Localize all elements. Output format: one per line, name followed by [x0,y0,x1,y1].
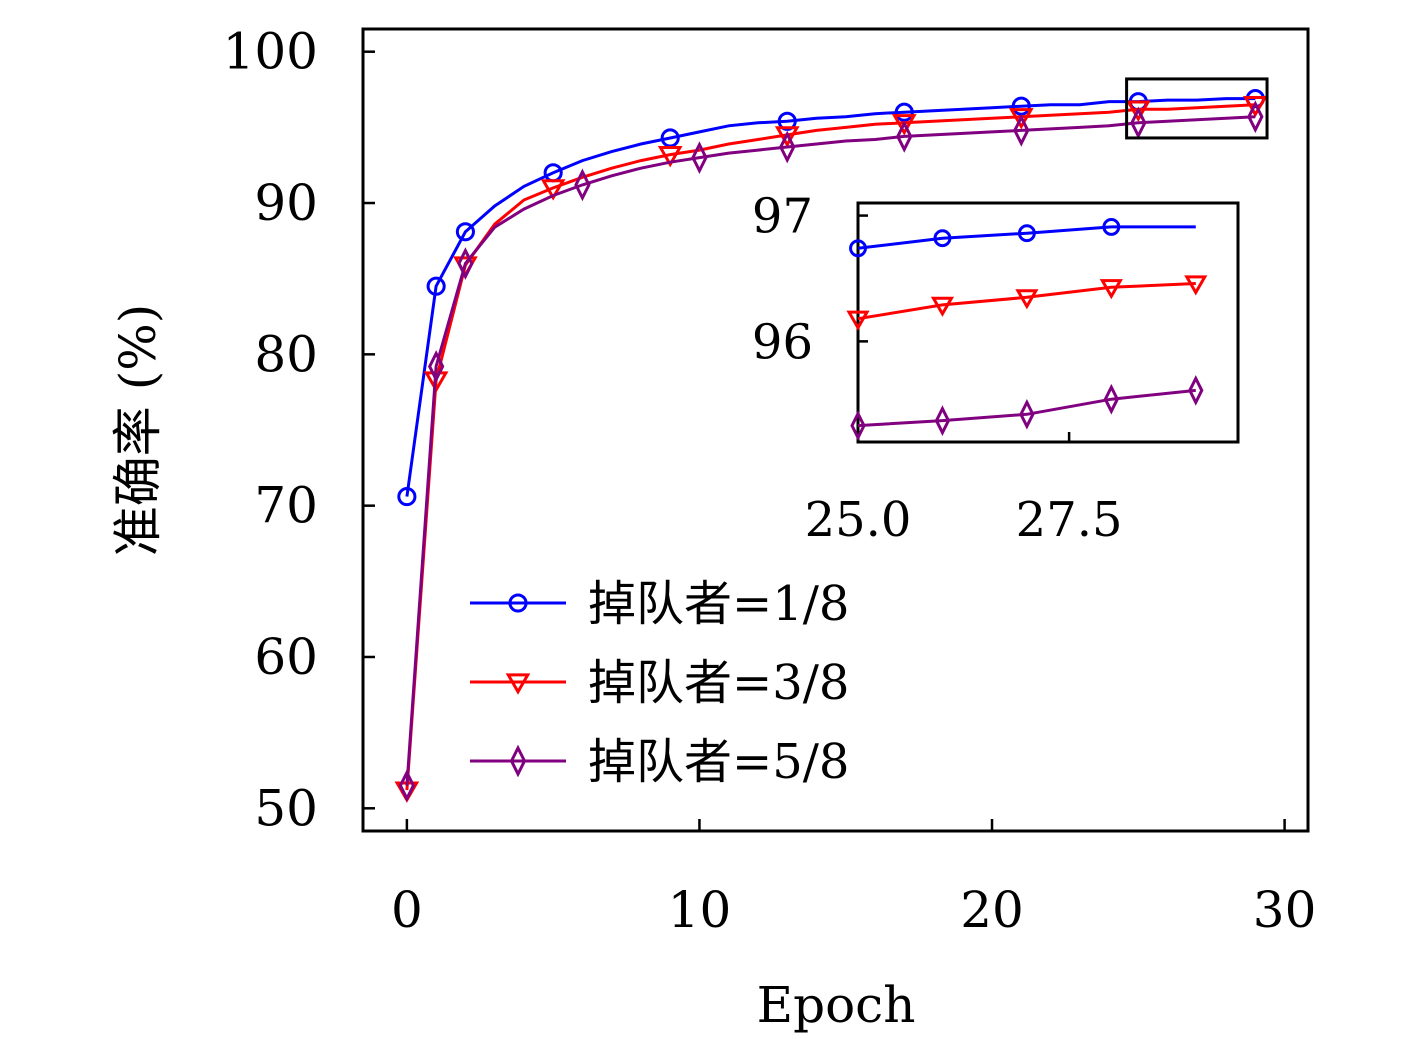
y-tick-label: 80 [254,325,318,383]
y-tick-label: 50 [254,779,318,837]
data-point [1013,114,1030,147]
inset-data-point [1102,217,1121,236]
inset-data-point [850,410,866,442]
inset-frame [856,201,1240,444]
x-tick-label: 10 [668,881,732,939]
data-point [1242,96,1268,118]
inset-series-line [857,388,1196,428]
legend-swatch-marker [509,744,527,778]
series-line [405,97,1256,497]
inset-data-point [1015,289,1039,310]
legend-label: 掉队者=1/8 [588,576,849,632]
inset-data-point [933,229,952,248]
data-point [691,141,708,174]
data-point [774,126,800,148]
data-point [1130,106,1147,140]
inset-data-point [1099,279,1123,300]
y-tick-label: 60 [254,628,318,686]
inset-series-3 [850,375,1204,442]
y-tick-label: 100 [223,23,318,81]
data-point [891,114,917,136]
data-point [455,222,475,242]
legend-entry-3: 掉队者=5/8 [470,734,849,790]
y-tick-label: 70 [254,477,318,535]
data-point [657,145,683,168]
legend-entry-1: 掉队者=1/8 [470,576,849,632]
series-3 [398,100,1264,802]
y-tick-label: 90 [254,174,318,232]
inset-series-line [857,225,1196,250]
inset-data-point [1184,275,1208,296]
x-tick-label: 0 [391,881,423,939]
x-axis-title: Epoch [757,976,916,1034]
data-point [574,168,591,202]
zoom-indicator-box [1125,77,1269,140]
y-axis-title: 准确率 (%) [109,304,167,556]
inset-data-point [1019,398,1035,430]
legend-swatch-marker [508,593,528,613]
data-point [1247,100,1264,134]
x-tick-label: 20 [960,881,1024,939]
x-tick-label: 30 [1253,881,1317,939]
data-point [397,487,417,507]
legend: 掉队者=1/8 掉队者=3/8 掉队者=5/8 [470,576,849,790]
inset-data-point [1017,224,1036,243]
inset-y-tick-label: 97 [752,189,813,245]
inset-series-line [857,282,1196,321]
data-point [540,179,566,201]
inset-x-tick-label: 25.0 [805,492,912,548]
inset-data-point [930,296,955,317]
data-point [777,111,797,131]
data-point [398,769,416,802]
inset-series-2 [846,275,1208,331]
main-plot: 0 10 20 30 50 60 70 80 90 100 [223,23,1317,939]
inset-data-point [1103,383,1120,415]
inset-data-point [849,239,867,258]
legend-entry-2: 掉队者=3/8 [470,655,849,711]
inset-data-point [934,405,951,436]
legend-label: 掉队者=5/8 [588,734,849,790]
inset-plot: 25.0 27.5 96 97 [752,189,1240,548]
inset-series-1 [849,217,1196,258]
data-point [457,247,474,280]
legend-swatch-marker [505,673,531,695]
inset-data-point [846,310,870,331]
data-point [427,350,445,383]
inset-y-tick-label: 96 [752,314,813,370]
legend-label: 掉队者=3/8 [588,655,849,711]
series-line [405,115,1256,786]
inset-x-tick-label: 27.5 [1016,492,1123,548]
data-point [896,120,913,153]
data-point [1125,100,1151,122]
data-point [426,276,446,296]
data-point [1008,108,1034,130]
data-point [779,130,796,164]
main-plot-frame [361,27,1310,833]
inset-data-point [1188,375,1204,406]
